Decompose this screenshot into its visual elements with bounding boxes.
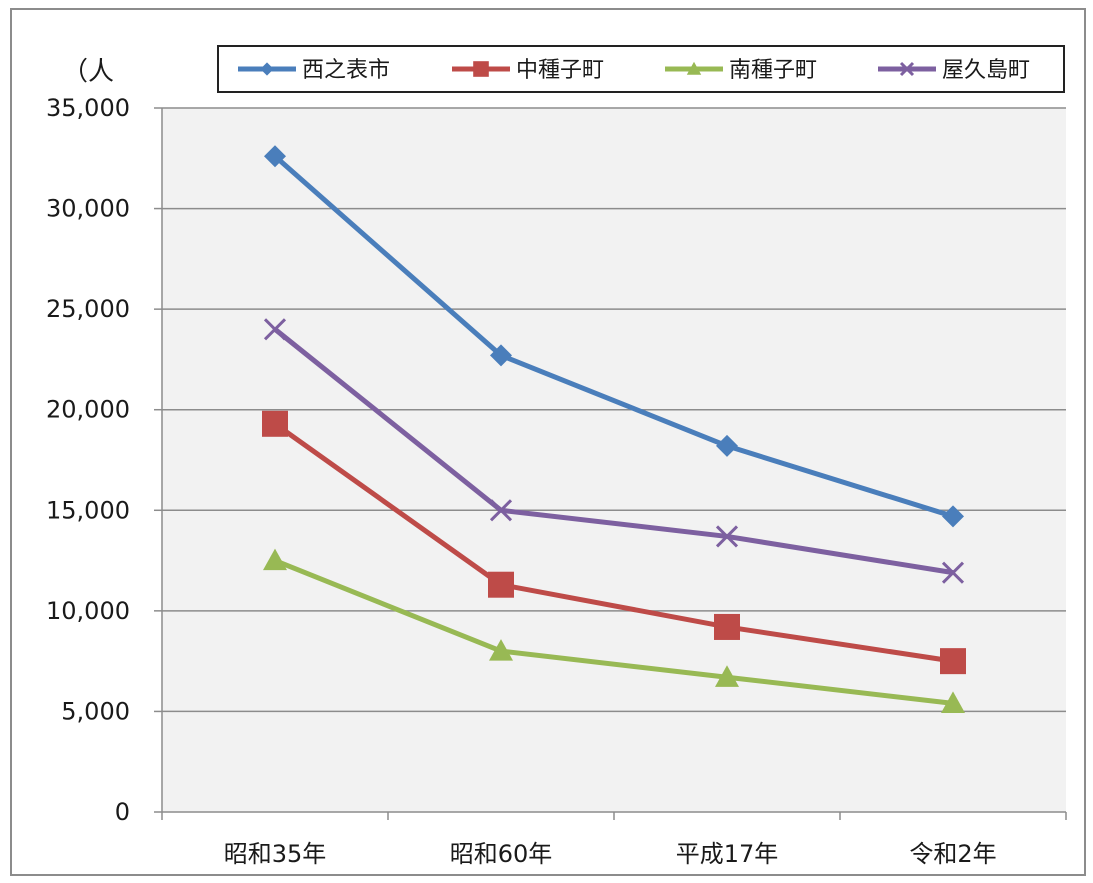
data-point: [490, 344, 512, 367]
y-axis-ticks: 0 5,000 10,000 15,000 20,000 25,000 30,000 35,0…: [46, 94, 130, 826]
series-line: [274, 558, 954, 706]
series-4: [263, 318, 965, 584]
legend-label: 中種子町: [516, 58, 604, 83]
x-tick-label: 平成17年: [676, 840, 779, 868]
data-point: [263, 548, 287, 571]
data-point: [715, 525, 739, 548]
y-tick-label: 35,000: [46, 94, 130, 122]
data-point: [714, 613, 740, 640]
data-point: [940, 648, 966, 675]
y-tick-label: 25,000: [46, 295, 130, 323]
y-axis-unit-label: （人: [62, 57, 114, 87]
legend-label: 屋久島町: [942, 58, 1030, 83]
legend-label: 南種子町: [729, 58, 817, 83]
y-tick-label: 5,000: [61, 697, 130, 725]
series-2: [262, 410, 966, 675]
series-line: [273, 154, 954, 519]
y-tick-label: 0: [115, 798, 130, 826]
data-point: [941, 561, 965, 584]
x-tick-label: 昭和60年: [450, 840, 553, 868]
x-tick-label: 昭和35年: [224, 840, 327, 868]
series-3: [263, 548, 965, 713]
legend-marker: [899, 61, 915, 77]
legend-marker: [686, 61, 702, 75]
y-tick-label: 30,000: [46, 195, 130, 223]
series-1: [264, 145, 964, 528]
x-axis-ticks: 昭和35年 昭和60年 平成17年 令和2年: [224, 840, 997, 868]
data-point: [942, 505, 964, 528]
series-line: [273, 421, 954, 664]
data-point: [941, 691, 965, 713]
series-line: [273, 327, 954, 576]
data-point: [262, 410, 288, 437]
series-group: [262, 145, 966, 713]
data-point: [488, 571, 514, 598]
legend-label: 西之表市: [302, 58, 390, 83]
data-point: [716, 434, 738, 457]
legend-marker: [473, 61, 489, 77]
legend-marker: [260, 62, 274, 76]
x-tick-label: 令和2年: [909, 840, 996, 868]
data-point: [715, 665, 739, 687]
axes: [154, 107, 1067, 820]
data-point: [489, 639, 513, 661]
legend: 西之表市 中種子町 南種子町 屋久島町: [217, 45, 1065, 93]
data-point: [489, 499, 513, 522]
gridlines: [162, 107, 1066, 713]
plot-area: [162, 108, 1066, 812]
y-tick-label: 10,000: [46, 597, 130, 625]
y-tick-label: 20,000: [46, 396, 130, 424]
y-tick-label: 15,000: [46, 496, 130, 524]
data-point: [264, 145, 286, 168]
data-point: [263, 318, 287, 341]
